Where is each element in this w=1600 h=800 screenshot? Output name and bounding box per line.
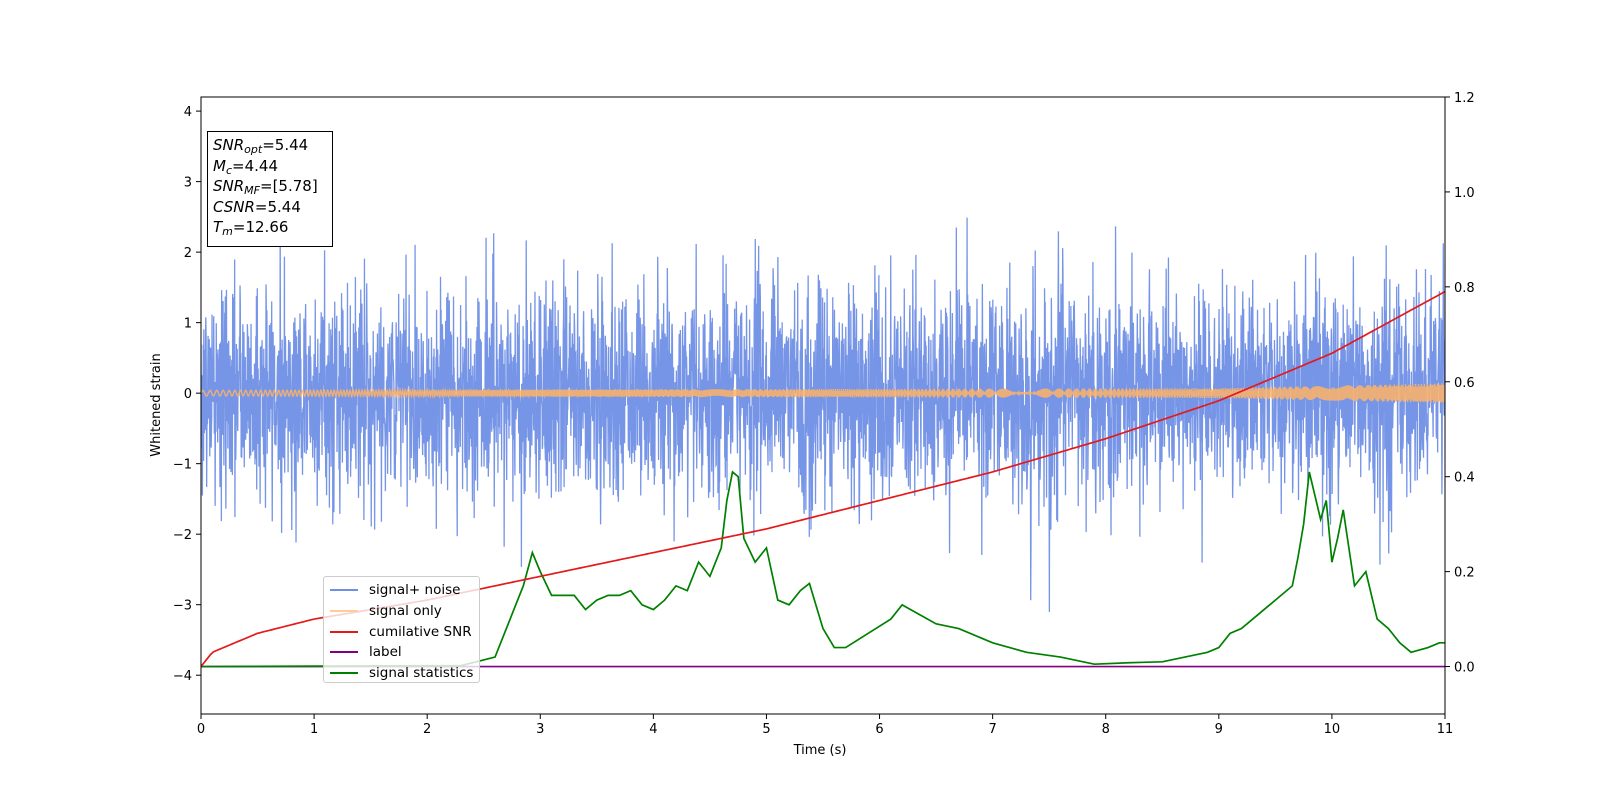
y-right-tick-label: 0.6 xyxy=(1454,376,1475,391)
legend-swatch xyxy=(330,672,358,675)
y-axis-right-ticks: 0.0 0.2 0.4 0.6 0.8 1.0 1.2 xyxy=(1445,91,1475,676)
y-axis-label: Whitened strain xyxy=(149,353,164,456)
legend-item: cumilative SNR xyxy=(330,621,479,642)
y-right-tick-label: 0.2 xyxy=(1454,566,1475,581)
plot-frame xyxy=(200,96,1446,715)
x-tick-label: 1 xyxy=(310,722,318,737)
x-tick-label: 11 xyxy=(1437,722,1454,737)
x-axis-ticks: 0 1 2 3 4 5 6 7 8 9 10 11 xyxy=(197,714,1453,737)
x-tick-label: 9 xyxy=(1215,722,1223,737)
y-left-tick-label: −4 xyxy=(173,669,192,684)
annotation-mc: Mc=4.44 xyxy=(213,156,278,177)
y-right-tick-label: 0.8 xyxy=(1454,281,1475,296)
annotation-csnr: CSNR=5.44 xyxy=(213,197,301,216)
annotation-snr-opt: SNRopt=5.44 xyxy=(213,136,309,156)
legend-item: signal statistics xyxy=(330,663,479,684)
x-tick-label: 7 xyxy=(988,722,996,737)
x-tick-label: 4 xyxy=(649,722,657,737)
legend-swatch xyxy=(330,589,358,592)
legend: signal+ noise signal only cumilative SNR… xyxy=(323,576,480,683)
x-tick-label: 10 xyxy=(1324,722,1341,737)
y-axis-left-ticks: −4 −3 −2 −1 0 1 2 3 4 xyxy=(173,105,201,684)
legend-item: signal+ noise xyxy=(330,580,479,601)
y-left-tick-label: −1 xyxy=(173,458,192,473)
y-left-tick-label: 2 xyxy=(184,246,192,261)
x-axis-label: Time (s) xyxy=(793,743,847,758)
legend-swatch xyxy=(330,610,358,613)
legend-swatch xyxy=(330,651,358,654)
x-tick-label: 0 xyxy=(197,722,205,737)
y-left-tick-label: 1 xyxy=(184,317,192,332)
x-tick-label: 3 xyxy=(536,722,544,737)
y-left-tick-label: 4 xyxy=(184,105,192,120)
annotation-tm: Tm=12.66 xyxy=(213,218,289,238)
y-right-tick-label: 0.4 xyxy=(1454,471,1475,486)
annotation-snr-mf: SNRMF=[5.78] xyxy=(213,177,318,197)
series-signal-only xyxy=(201,383,1445,403)
x-tick-label: 5 xyxy=(762,722,770,737)
signal-statistics-line xyxy=(201,470,1445,668)
x-tick-label: 6 xyxy=(875,722,883,737)
signal-only-line xyxy=(201,383,1445,403)
y-left-tick-label: 0 xyxy=(184,387,192,402)
series-signal-noise xyxy=(201,217,1445,612)
legend-item: label xyxy=(330,642,479,663)
legend-item: signal only xyxy=(330,601,479,622)
x-tick-label: 8 xyxy=(1102,722,1110,737)
y-right-tick-label: 1.0 xyxy=(1454,186,1475,201)
y-right-tick-label: 1.2 xyxy=(1454,91,1475,106)
signal-noise-line xyxy=(201,217,1445,612)
legend-swatch xyxy=(330,630,358,633)
y-left-tick-label: −3 xyxy=(173,599,192,614)
annotation-box: SNRopt=5.44 Mc=4.44 SNRMF=[5.78] CSNR=5.… xyxy=(207,131,333,247)
y-right-tick-label: 0.0 xyxy=(1454,661,1475,676)
x-tick-label: 2 xyxy=(423,722,431,737)
y-left-tick-label: −2 xyxy=(173,528,192,543)
y-left-tick-label: 3 xyxy=(184,176,192,191)
